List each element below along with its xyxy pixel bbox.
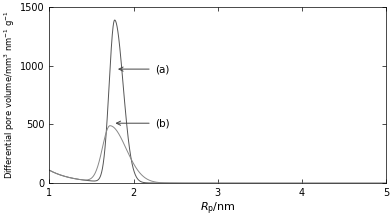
- Y-axis label: Differential pore volume/mm$^3$ nm$^{-1}$ g$^{-1}$: Differential pore volume/mm$^3$ nm$^{-1}…: [3, 11, 17, 179]
- Text: (b): (b): [116, 118, 169, 128]
- Text: (a): (a): [119, 64, 169, 74]
- X-axis label: $R_\mathrm{p}$/nm: $R_\mathrm{p}$/nm: [200, 201, 236, 217]
